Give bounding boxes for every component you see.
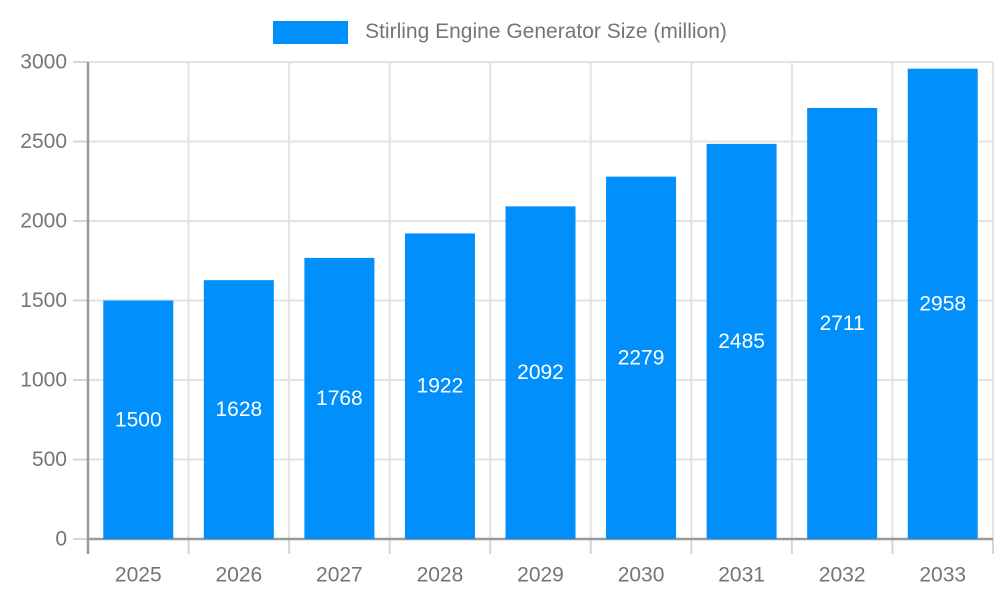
bar-value-label: 1922 — [417, 375, 464, 398]
bar[interactable] — [505, 206, 576, 539]
bar[interactable] — [304, 257, 375, 539]
bar-value-label: 2092 — [517, 361, 564, 384]
x-axis-label: 2026 — [215, 564, 262, 587]
x-axis-label: 2032 — [819, 564, 866, 587]
bar[interactable] — [404, 233, 475, 540]
bar[interactable] — [203, 280, 274, 539]
legend-item[interactable]: Stirling Engine Generator Size (million) — [0, 20, 1000, 44]
y-axis-label: 0 — [55, 528, 67, 551]
y-axis-label: 2500 — [20, 130, 67, 153]
x-axis-label: 2030 — [618, 564, 665, 587]
legend-swatch — [273, 20, 349, 44]
x-axis-label: 2027 — [316, 564, 363, 587]
y-axis-label: 1500 — [20, 289, 67, 312]
bar-value-label: 1628 — [215, 398, 262, 421]
legend-label: Stirling Engine Generator Size (million) — [365, 20, 727, 43]
bar[interactable] — [103, 300, 174, 540]
bar-value-label: 1768 — [316, 387, 363, 410]
x-axis-label: 2029 — [517, 564, 564, 587]
y-axis-label: 2000 — [20, 210, 67, 233]
bar-value-label: 2279 — [618, 346, 665, 369]
x-axis-label: 2025 — [115, 564, 162, 587]
y-axis-label: 500 — [32, 448, 67, 471]
bar[interactable] — [606, 176, 677, 540]
x-axis-label: 2033 — [919, 564, 966, 587]
x-axis-label: 2028 — [417, 564, 464, 587]
bar[interactable] — [907, 68, 978, 539]
bar[interactable] — [706, 143, 777, 539]
x-axis-label: 2031 — [718, 564, 765, 587]
bar[interactable] — [807, 107, 878, 540]
y-axis-label: 3000 — [20, 51, 67, 74]
bar-value-label: 2958 — [919, 292, 966, 315]
bar-value-label: 2485 — [718, 330, 765, 353]
y-axis-label: 1000 — [20, 369, 67, 392]
bar-value-label: 2711 — [820, 312, 865, 335]
bar-value-label: 1500 — [115, 408, 162, 431]
